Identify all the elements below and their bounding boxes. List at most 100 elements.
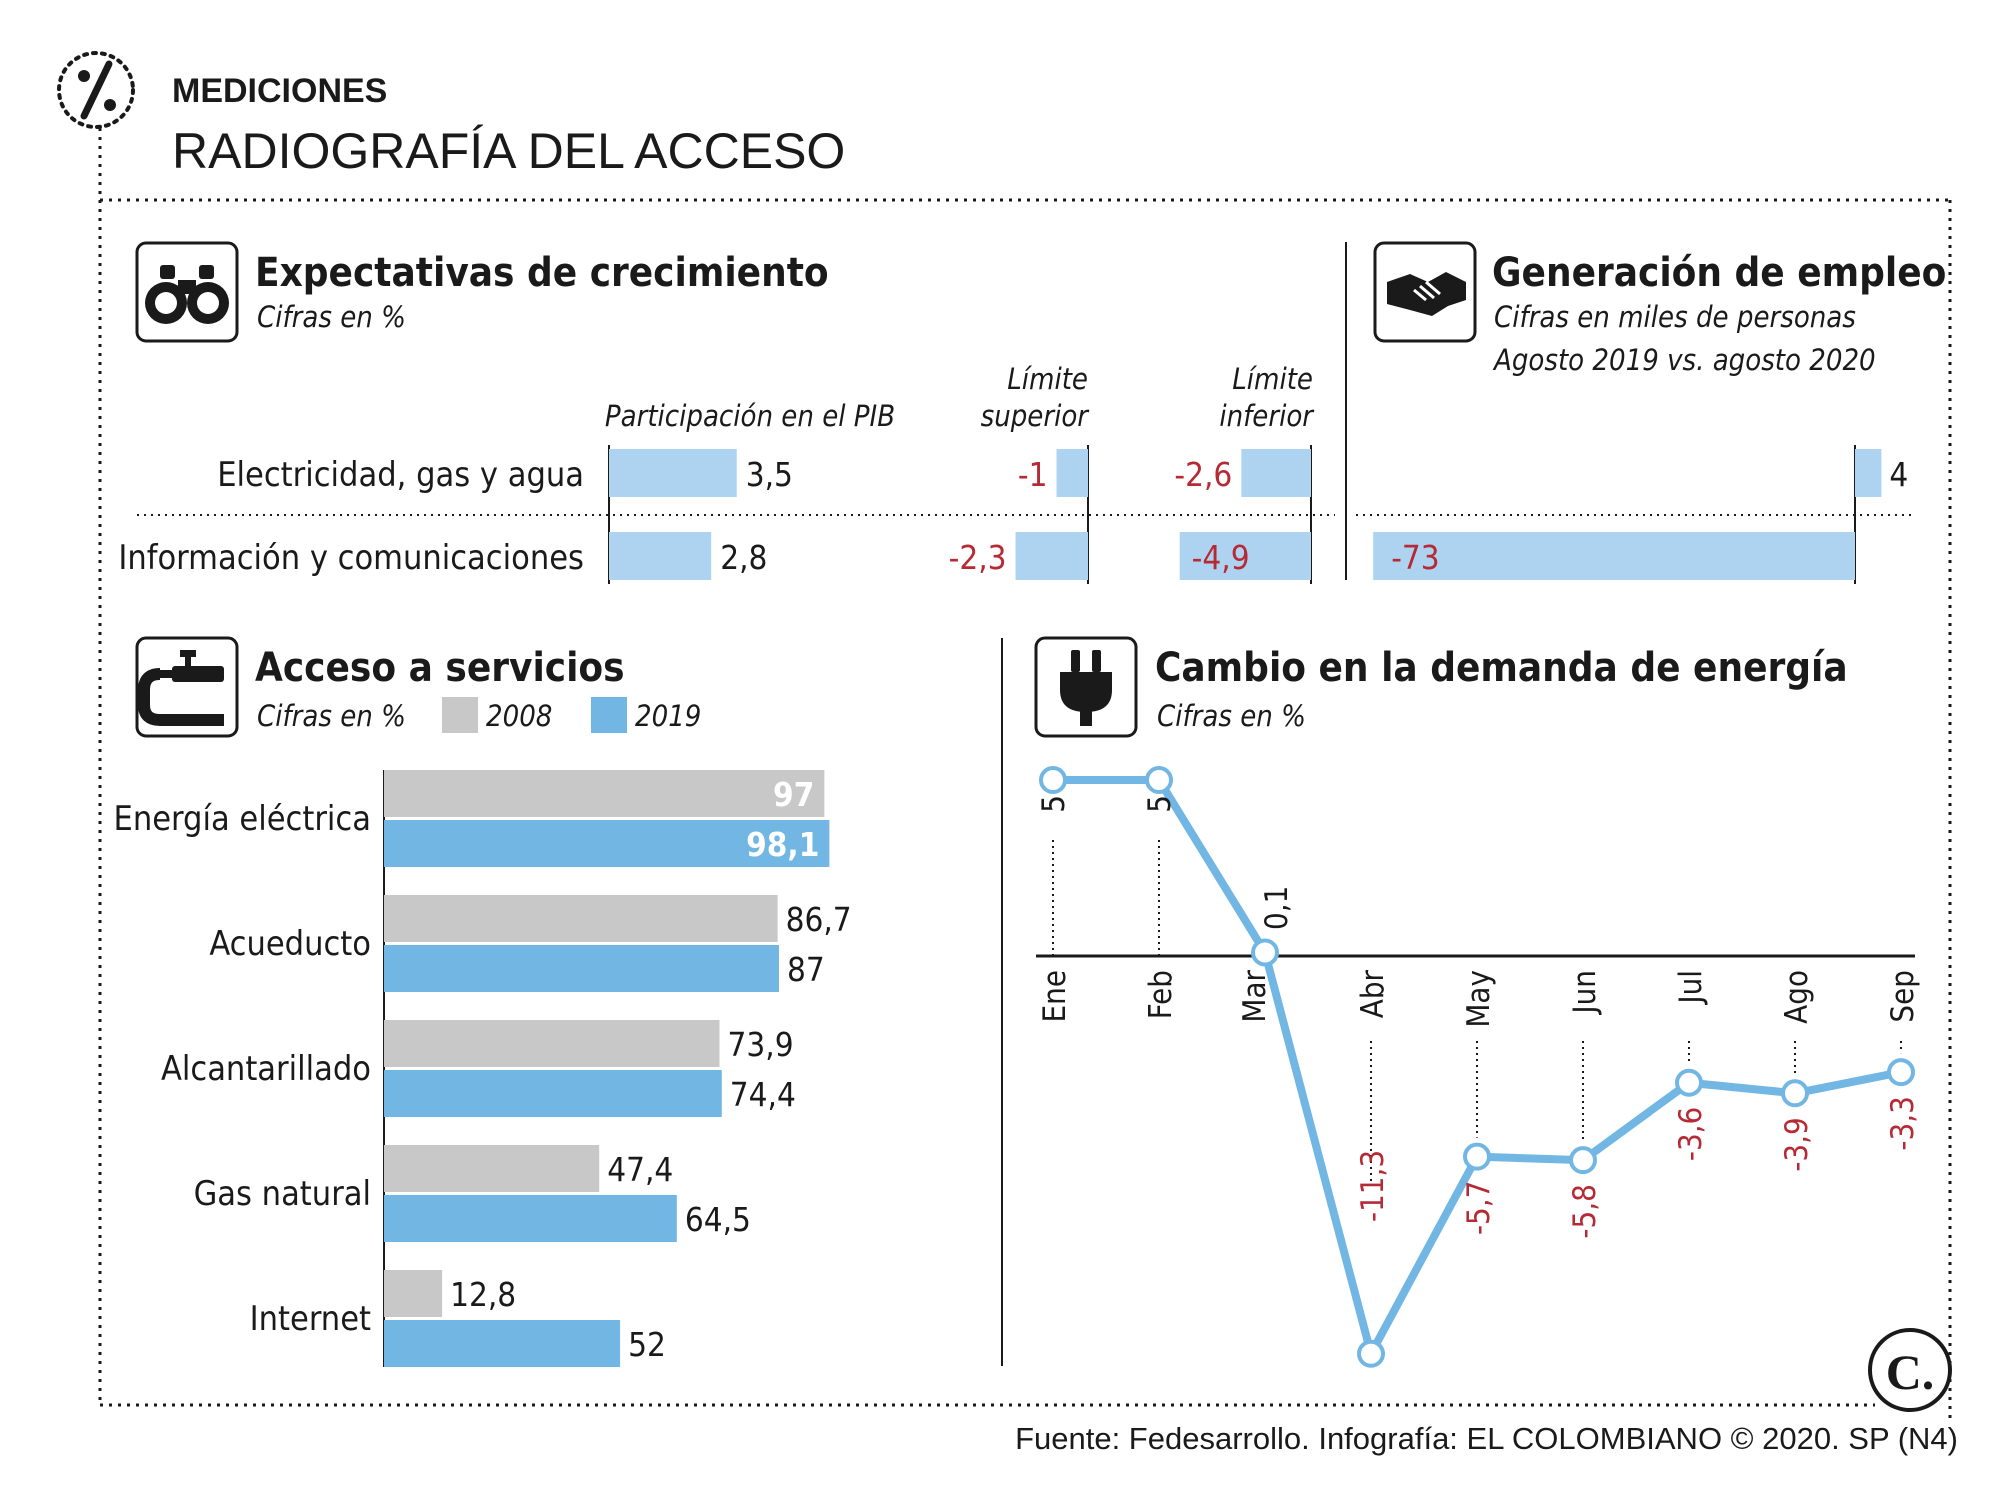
colombiano-logo: C. [1868,1328,1952,1412]
energia-month-label: Ene [1037,970,1073,1022]
energia-value-label: 0,1 [1259,886,1295,930]
logo-letter: C. [1886,1344,1935,1400]
servicios-bar-2019 [384,1070,722,1117]
limite-inferior-value-label: -2,6 [1174,455,1232,494]
header-kicker: MEDICIONES [172,72,387,110]
servicios-category-label: Alcantarillado [161,1049,371,1089]
energia-section: Cambio en la demanda de energía Cifras e… [1034,636,1921,1368]
energia-value-label: 5 [1036,795,1072,813]
limite-inferior-bar [1241,449,1311,497]
energia-month-label: Jul [1673,970,1709,1006]
expectativas-column-header: inferior [1219,399,1315,433]
servicios-bar-2008 [384,1020,720,1067]
energia-value-label: -3,6 [1673,1107,1709,1161]
energia-value-label: 5 [1142,795,1178,813]
servicios-bar-2008 [384,770,825,817]
expectativas-row-label: Electricidad, gas y agua [217,455,584,495]
expectativas-column-header: Participación en el PIB [605,399,895,433]
energia-title: Cambio en la demanda de energía [1155,645,1848,691]
servicios-title: Acceso a servicios [255,645,625,691]
servicios-bar-2008 [384,895,778,942]
energia-data-point [1145,766,1173,794]
empleo-bar [1373,532,1855,580]
limite-superior-bar [1056,449,1088,497]
legend-label-2019: 2019 [635,699,701,733]
servicios-value-label: 52 [628,1325,666,1364]
servicios-bar-2019 [384,1320,621,1367]
energia-value-label: -5,7 [1461,1181,1497,1235]
servicios-bar-2019 [384,820,830,867]
expectativas-column-header: superior [981,399,1091,433]
energia-data-point [1039,766,1067,794]
servicios-value-label: 74,4 [730,1075,796,1114]
servicios-section: Acceso a servicios Cifras en % 2008 2019… [114,636,852,1367]
pib-value-label: 3,5 [746,455,793,494]
energia-data-point [1463,1142,1491,1171]
page-title: RADIOGRAFÍA DEL ACCESO [172,123,845,179]
source-footer: Fuente: Fedesarrollo. Infografía: EL COL… [1015,1421,1958,1456]
servicios-value-label: 87 [787,950,825,989]
limite-superior-value-label: -2,3 [949,538,1007,577]
limite-superior-value-label: -1 [1018,455,1048,494]
header: MEDICIONES RADIOGRAFÍA DEL ACCESO [57,51,845,200]
energia-data-point [1357,1339,1385,1368]
empleo-subtitle-line2: Agosto 2019 vs. agosto 2020 [1492,343,1876,377]
energia-value-label: -3,3 [1885,1096,1921,1150]
servicios-value-label: 97 [773,775,814,814]
empleo-bar [1855,449,1882,497]
servicios-bar-2008 [384,1270,443,1317]
servicios-category-label: Gas natural [194,1174,371,1214]
plug-icon [1034,636,1138,738]
legend-swatch-2019 [591,697,627,733]
energia-data-point [1781,1079,1809,1108]
servicios-bar-2008 [384,1145,600,1192]
servicios-value-label: 47,4 [607,1150,673,1189]
servicios-value-label: 12,8 [450,1275,516,1314]
expectativas-column-header: Límite [1232,362,1313,396]
expectativas-subtitle: Cifras en % [257,300,406,334]
energia-month-label: Jun [1567,970,1603,1016]
faucet-icon [135,636,239,738]
energia-month-label: Ago [1779,970,1815,1024]
energia-data-point [1251,938,1279,967]
limite-inferior-bar [1179,532,1311,580]
limite-inferior-value-label: -4,9 [1192,538,1250,577]
pib-value-label: 2,8 [720,538,767,577]
energia-data-point [1569,1146,1597,1175]
legend-swatch-2008 [442,697,478,733]
empleo-subtitle-line1: Cifras en miles de personas [1494,300,1856,334]
energia-subtitle: Cifras en % [1157,699,1306,733]
dotted-frame [98,198,1952,1420]
empleo-title: Generación de empleo [1492,250,1946,296]
energia-month-label: May [1461,970,1497,1028]
expectativas-title: Expectativas de crecimiento [255,250,829,296]
energia-value-label: -11,3 [1355,1150,1391,1222]
energia-value-label: -5,8 [1567,1184,1603,1238]
servicios-bar-2019 [384,1195,677,1242]
energia-month-label: Abr [1355,969,1391,1018]
servicios-category-label: Acueducto [209,924,371,964]
expectativas-chart: Participación en el PIBLímitesuperiorLím… [118,362,1335,584]
servicios-value-label: 86,7 [786,900,852,939]
empleo-value-label: -73 [1391,538,1440,577]
energia-month-label: Sep [1885,970,1921,1023]
percent-icon [57,51,135,129]
handshake-icon [1373,241,1477,343]
servicios-subtitle: Cifras en % [257,699,406,733]
empleo-value-label: 4 [1889,455,1908,494]
servicios-category-label: Energía eléctrica [114,799,371,839]
energia-data-point [1887,1058,1915,1087]
limite-superior-bar [1015,532,1088,580]
energia-chart: Ene Feb Mar Abr May Jun Jul Ago Sep 5 5 0,1 -11,3 -5,… [1036,766,1921,1368]
pib-bar [609,532,712,580]
expectativas-section: Expectativas de crecimiento Cifras en % … [118,241,1335,584]
servicios-value-label: 64,5 [685,1200,751,1239]
binoculars-icon [135,241,239,343]
energia-month-label: Mar [1237,969,1273,1022]
servicios-category-label: Internet [250,1299,371,1339]
empleo-chart: 4 -73 [1356,445,1915,584]
servicios-value-label: 98,1 [746,825,819,864]
servicios-value-label: 73,9 [728,1025,794,1064]
expectativas-column-header: Límite [1007,362,1088,396]
energia-data-point [1675,1068,1703,1097]
